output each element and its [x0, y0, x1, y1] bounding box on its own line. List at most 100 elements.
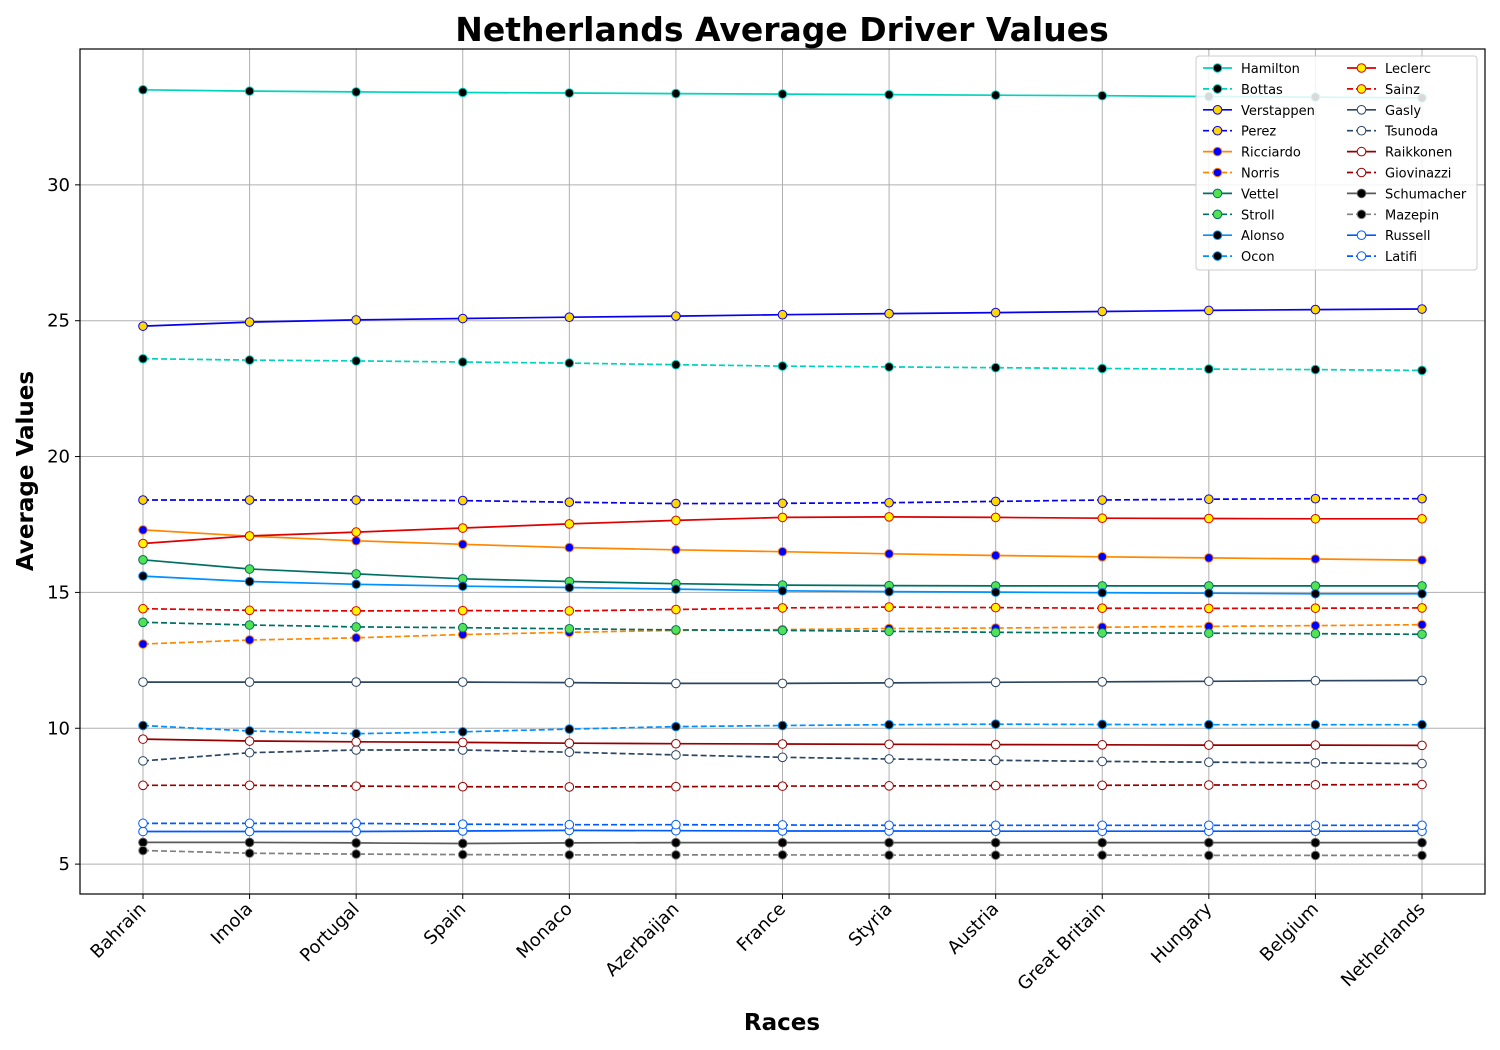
data-point-bottas-belgium — [1310, 364, 1321, 375]
legend-marker-tsunoda — [1356, 125, 1367, 136]
data-point-leclerc-hungary — [1204, 513, 1214, 524]
data-point-gasly-imola — [244, 677, 255, 687]
y-tick-label-5: 5 — [59, 854, 70, 875]
data-point-stroll-portugal — [351, 622, 361, 632]
data-point-latifi-azerbaijan — [671, 819, 681, 830]
data-point-giovinazzi-portugal — [351, 781, 361, 791]
legend-marker-gasly — [1356, 105, 1367, 115]
data-point-leclerc-netherlands — [1417, 513, 1427, 524]
data-point-stroll-belgium — [1310, 628, 1321, 639]
data-point-gasly-great-britain — [1097, 676, 1108, 687]
data-point-tsunoda-imola — [244, 747, 255, 758]
data-point-stroll-france — [777, 625, 788, 636]
data-point-russell-bahrain — [138, 826, 148, 837]
data-point-hamilton-austria — [990, 90, 1001, 100]
data-point-schumacher-styria — [884, 837, 894, 848]
data-point-alonso-monaco — [564, 582, 575, 593]
data-point-latifi-belgium — [1310, 820, 1321, 831]
data-point-hamilton-great-britain — [1097, 90, 1108, 101]
legend-marker-ocon — [1212, 251, 1223, 261]
data-point-ricciardo-hungary — [1204, 553, 1214, 563]
data-point-schumacher-france — [777, 837, 788, 848]
data-point-gasly-belgium — [1310, 675, 1321, 686]
series-raikkonen — [138, 734, 1427, 751]
series-leclerc — [138, 512, 1427, 549]
legend-label-bottas: Bottas — [1241, 83, 1283, 98]
data-point-ricciardo-austria — [990, 550, 1001, 561]
data-point-hamilton-imola — [244, 86, 255, 96]
data-point-ricciardo-belgium — [1310, 554, 1321, 564]
data-point-ricciardo-france — [777, 546, 788, 557]
data-point-schumacher-great-britain — [1097, 837, 1108, 848]
data-point-leclerc-spain — [457, 523, 468, 533]
data-point-ocon-great-britain — [1097, 719, 1108, 730]
data-point-giovinazzi-austria — [990, 780, 1001, 791]
data-point-giovinazzi-styria — [884, 781, 894, 791]
legend-label-latifi: Latifi — [1385, 250, 1417, 265]
data-point-verstappen-spain — [457, 313, 468, 324]
legend-marker-raikkonen — [1356, 146, 1367, 157]
data-point-perez-netherlands — [1417, 493, 1427, 504]
data-point-leclerc-azerbaijan — [671, 515, 681, 526]
series-ocon — [138, 719, 1427, 739]
data-point-sainz-france — [777, 603, 788, 613]
data-point-gasly-bahrain — [138, 677, 148, 687]
data-point-leclerc-portugal — [351, 527, 361, 537]
data-point-mazepin-hungary — [1204, 850, 1214, 861]
data-point-perez-great-britain — [1097, 495, 1108, 505]
data-point-verstappen-portugal — [351, 315, 361, 325]
data-point-perez-hungary — [1204, 494, 1214, 505]
data-point-ricciardo-styria — [884, 549, 894, 559]
data-point-ocon-belgium — [1310, 719, 1321, 730]
data-point-alonso-belgium — [1310, 588, 1321, 599]
legend-marker-hamilton — [1212, 63, 1223, 73]
data-point-hamilton-france — [777, 89, 788, 99]
series-alonso — [138, 571, 1427, 599]
data-point-schumacher-belgium — [1310, 837, 1321, 848]
data-point-ocon-spain — [457, 726, 468, 737]
data-point-leclerc-great-britain — [1097, 513, 1108, 524]
legend-label-verstappen: Verstappen — [1241, 104, 1315, 119]
data-point-hamilton-spain — [457, 87, 468, 98]
data-point-gasly-portugal — [351, 677, 361, 687]
series-tsunoda — [138, 745, 1427, 769]
data-point-perez-belgium — [1310, 493, 1321, 504]
data-point-verstappen-monaco — [564, 312, 575, 322]
data-point-ocon-france — [777, 720, 788, 731]
y-tick-label-20: 20 — [47, 447, 70, 468]
data-point-stroll-styria — [884, 626, 894, 637]
data-point-leclerc-bahrain — [138, 538, 148, 549]
data-point-perez-styria — [884, 497, 894, 508]
data-point-mazepin-austria — [990, 850, 1001, 860]
data-point-mazepin-spain — [457, 849, 468, 860]
data-point-mazepin-bahrain — [138, 845, 148, 856]
data-point-raikkonen-portugal — [351, 737, 361, 747]
data-point-ricciardo-bahrain — [138, 525, 148, 535]
data-point-verstappen-styria — [884, 308, 894, 319]
data-point-giovinazzi-bahrain — [138, 780, 148, 791]
data-point-gasly-austria — [990, 677, 1001, 688]
data-point-tsunoda-belgium — [1310, 757, 1321, 768]
data-point-vettel-imola — [244, 564, 255, 574]
data-point-raikkonen-bahrain — [138, 734, 148, 744]
data-point-alonso-portugal — [351, 579, 361, 590]
data-point-sainz-monaco — [564, 606, 575, 616]
data-point-verstappen-france — [777, 309, 788, 320]
legend-label-raikkonen: Raikkonen — [1385, 146, 1452, 161]
data-point-schumacher-imola — [244, 837, 255, 848]
data-point-sainz-spain — [457, 605, 468, 616]
legend-marker-leclerc — [1356, 63, 1367, 73]
data-point-verstappen-austria — [990, 307, 1001, 318]
data-point-gasly-monaco — [564, 677, 575, 688]
data-point-perez-bahrain — [138, 495, 148, 505]
legend-label-alonso: Alonso — [1241, 229, 1284, 244]
data-point-mazepin-portugal — [351, 849, 361, 859]
data-point-perez-imola — [244, 495, 255, 505]
data-point-sainz-imola — [244, 605, 255, 616]
data-point-schumacher-hungary — [1204, 837, 1214, 848]
data-point-giovinazzi-azerbaijan — [671, 781, 681, 792]
data-point-ricciardo-azerbaijan — [671, 544, 681, 555]
data-point-sainz-hungary — [1204, 603, 1214, 614]
data-point-mazepin-imola — [244, 848, 255, 859]
data-point-gasly-netherlands — [1417, 675, 1427, 686]
